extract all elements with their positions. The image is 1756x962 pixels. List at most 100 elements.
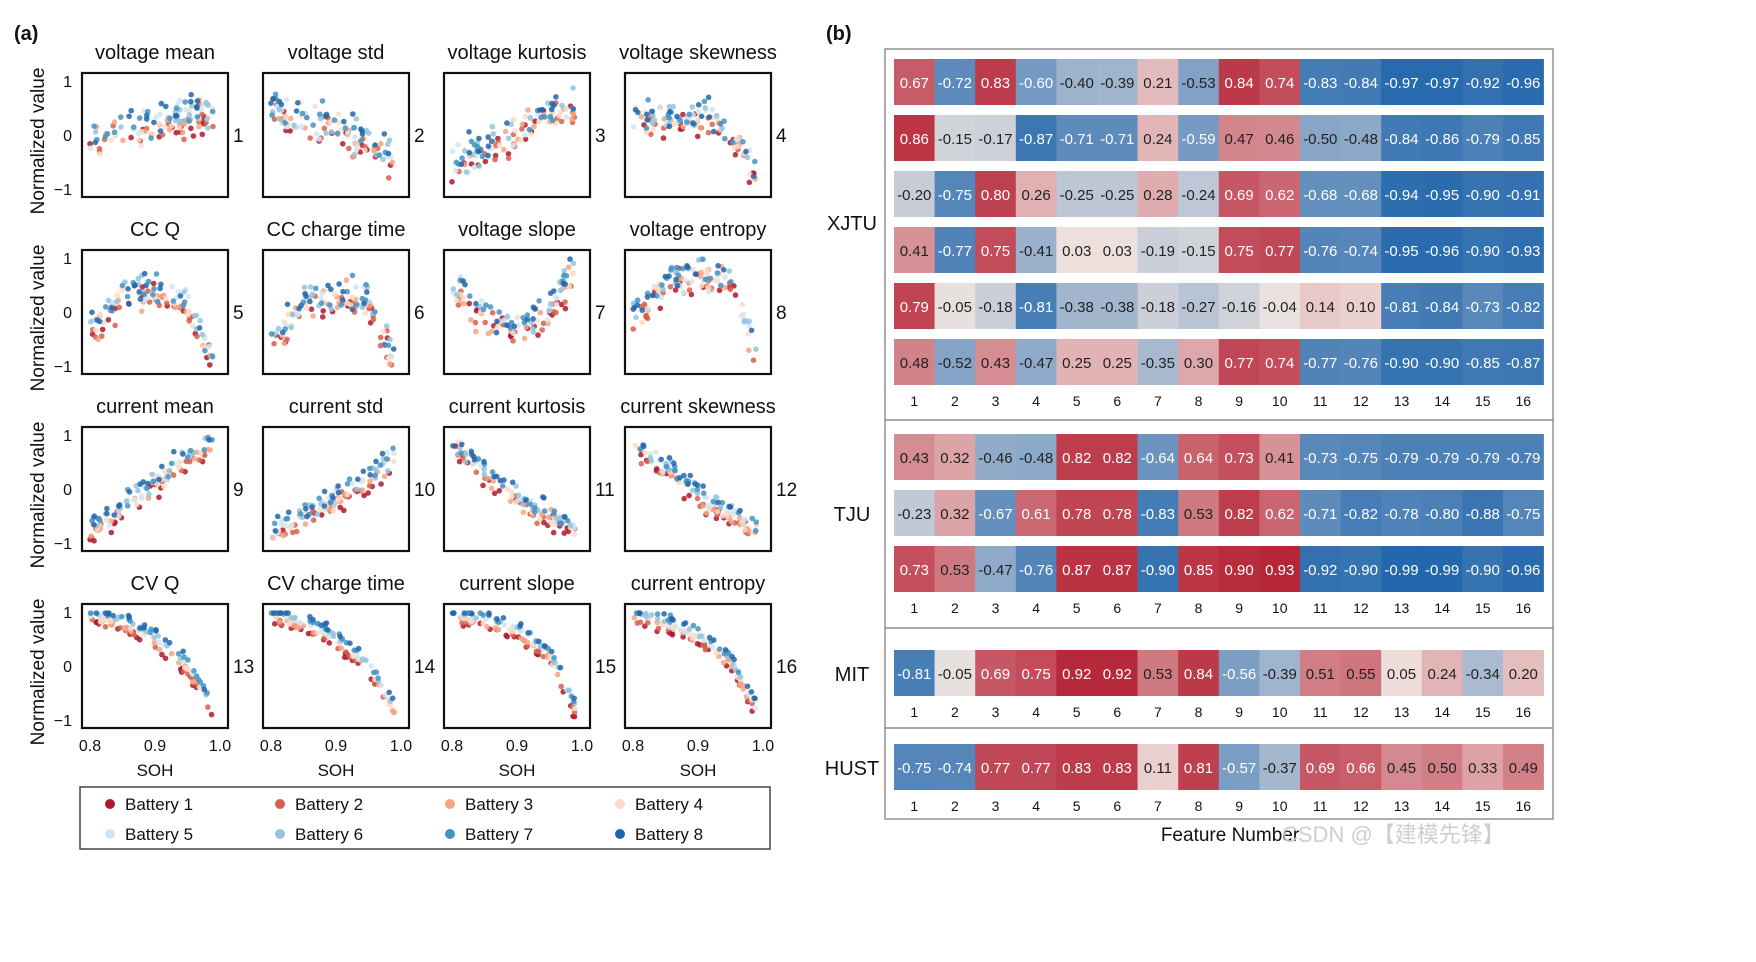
scatter-point: [527, 131, 534, 137]
scatter-point: [744, 154, 751, 161]
scatter-point: [505, 151, 512, 157]
scatter-points: [449, 610, 578, 720]
scatter-point: [91, 522, 97, 528]
heatmap-cell-value: -0.82: [1344, 506, 1378, 523]
scatter-point: [570, 270, 577, 276]
scatter-point: [118, 114, 124, 120]
heatmap-cell-value: -0.15: [1181, 243, 1215, 260]
heatmap-cell-value: 0.80: [981, 187, 1010, 204]
scatter-point: [490, 131, 496, 137]
heatmap-row: -0.20 -0.75 0.80 0.26 -0.25 -0.25 0.28 -0.24 0.6…: [894, 171, 1544, 217]
heatmap-cell: [1503, 59, 1544, 105]
scatter-point: [162, 295, 169, 302]
scatter-point: [183, 106, 189, 113]
scatter-point: [690, 622, 697, 629]
scatter-point: [295, 311, 302, 318]
column-tick-label: 15: [1475, 704, 1491, 720]
heatmap-cell: [1097, 115, 1138, 161]
heatmap-cell-value: -0.37: [1263, 760, 1297, 777]
heatmap-cell: [1137, 744, 1179, 790]
heatmap-cell-value: 0.30: [1184, 355, 1213, 372]
scatter-point: [95, 336, 101, 343]
scatter-point: [488, 328, 495, 335]
scatter-point: [159, 463, 165, 470]
x-tick-label: 0.9: [687, 738, 709, 755]
scatter-point: [156, 494, 162, 501]
scatter-point: [722, 135, 728, 142]
scatter-point: [658, 294, 665, 301]
scatter-point: [391, 450, 397, 457]
scatter-point: [141, 622, 148, 628]
scatter-point: [700, 483, 706, 489]
scatter-point: [508, 121, 514, 128]
scatter-point: [643, 614, 650, 620]
scatter-point: [655, 625, 662, 632]
scatter-point: [194, 114, 201, 120]
scatter-point: [173, 105, 180, 111]
subplot-title: current std: [289, 396, 383, 418]
scatter-point: [694, 495, 701, 502]
scatter-point: [648, 612, 655, 618]
heatmap-cell: [1421, 434, 1463, 480]
heatmap-cell-value: -0.73: [1303, 450, 1337, 467]
scatter-point: [659, 282, 665, 288]
scatter-point: [666, 455, 673, 461]
heatmap-cell: [1056, 650, 1098, 696]
scatter-point: [658, 456, 664, 463]
scatter-point: [380, 328, 387, 335]
scatter-point: [537, 516, 543, 522]
scatter-point: [705, 288, 712, 295]
scatter-point: [93, 610, 100, 616]
heatmap-cell: [1503, 490, 1544, 536]
watermark: CSDN @【建模先锋】: [1282, 822, 1505, 847]
scatter-point: [563, 114, 569, 120]
scatter-point: [310, 616, 316, 623]
scatter-point: [753, 346, 759, 353]
column-tick-label: 4: [1032, 393, 1040, 409]
scatter-point: [688, 291, 695, 298]
scatter-point: [545, 100, 551, 106]
y-tick-label: −1: [54, 182, 72, 199]
heatmap-cell: [1259, 283, 1301, 329]
subplot-title: voltage skewness: [619, 42, 777, 64]
scatter-point: [635, 109, 641, 116]
scatter-point: [345, 129, 351, 136]
scatter-point: [571, 695, 577, 702]
heatmap-cell-value: 0.64: [1184, 450, 1213, 467]
scatter-point: [383, 323, 390, 329]
heatmap-cell-value: -0.24: [1181, 187, 1215, 204]
scatter-point: [201, 686, 208, 693]
heatmap-cell-value: 0.62: [1265, 187, 1294, 204]
scatter-point: [634, 297, 641, 304]
legend-label: Battery 5: [125, 825, 193, 844]
scatter-point: [204, 116, 210, 122]
scatter-point: [360, 468, 367, 475]
subplot-number: 10: [414, 480, 435, 501]
scatter-points: [268, 272, 397, 368]
scatter-point: [336, 281, 342, 287]
heatmap-cell: [1462, 744, 1504, 790]
heatmap-cell-value: -0.35: [1141, 355, 1175, 372]
x-tick-label: 1.0: [209, 738, 231, 755]
scatter-point: [111, 119, 118, 125]
scatter-point: [690, 266, 697, 273]
scatter-point: [187, 447, 194, 454]
scatter-point: [323, 113, 330, 120]
heatmap-cell: [1381, 546, 1423, 592]
scatter-point: [639, 307, 645, 314]
scatter-point: [138, 495, 145, 502]
scatter-point: [338, 127, 344, 133]
scatter-point: [317, 295, 324, 301]
scatter-point: [145, 495, 152, 502]
y-tick-label: −1: [54, 359, 72, 376]
heatmap-cell: [1421, 171, 1463, 217]
scatter-point: [105, 317, 112, 323]
heatmap-cell: [1056, 171, 1098, 217]
scatter-point: [106, 610, 112, 616]
heatmap-cell: [1503, 744, 1544, 790]
subplot-frame: [442, 425, 592, 553]
scatter-point: [188, 125, 194, 132]
scatter-point: [108, 137, 114, 143]
scatter-point: [548, 519, 554, 526]
